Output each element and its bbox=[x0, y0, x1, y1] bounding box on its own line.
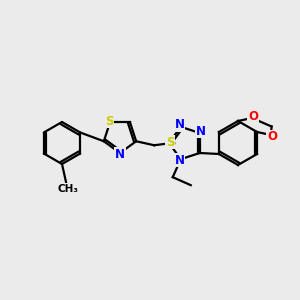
Text: N: N bbox=[115, 148, 125, 160]
Text: S: S bbox=[105, 115, 113, 128]
Text: N: N bbox=[175, 154, 185, 167]
Text: CH₃: CH₃ bbox=[58, 184, 79, 194]
Text: O: O bbox=[267, 130, 277, 143]
Text: S: S bbox=[166, 136, 174, 149]
Text: O: O bbox=[248, 110, 258, 122]
Text: N: N bbox=[175, 118, 185, 131]
Text: N: N bbox=[196, 124, 206, 137]
